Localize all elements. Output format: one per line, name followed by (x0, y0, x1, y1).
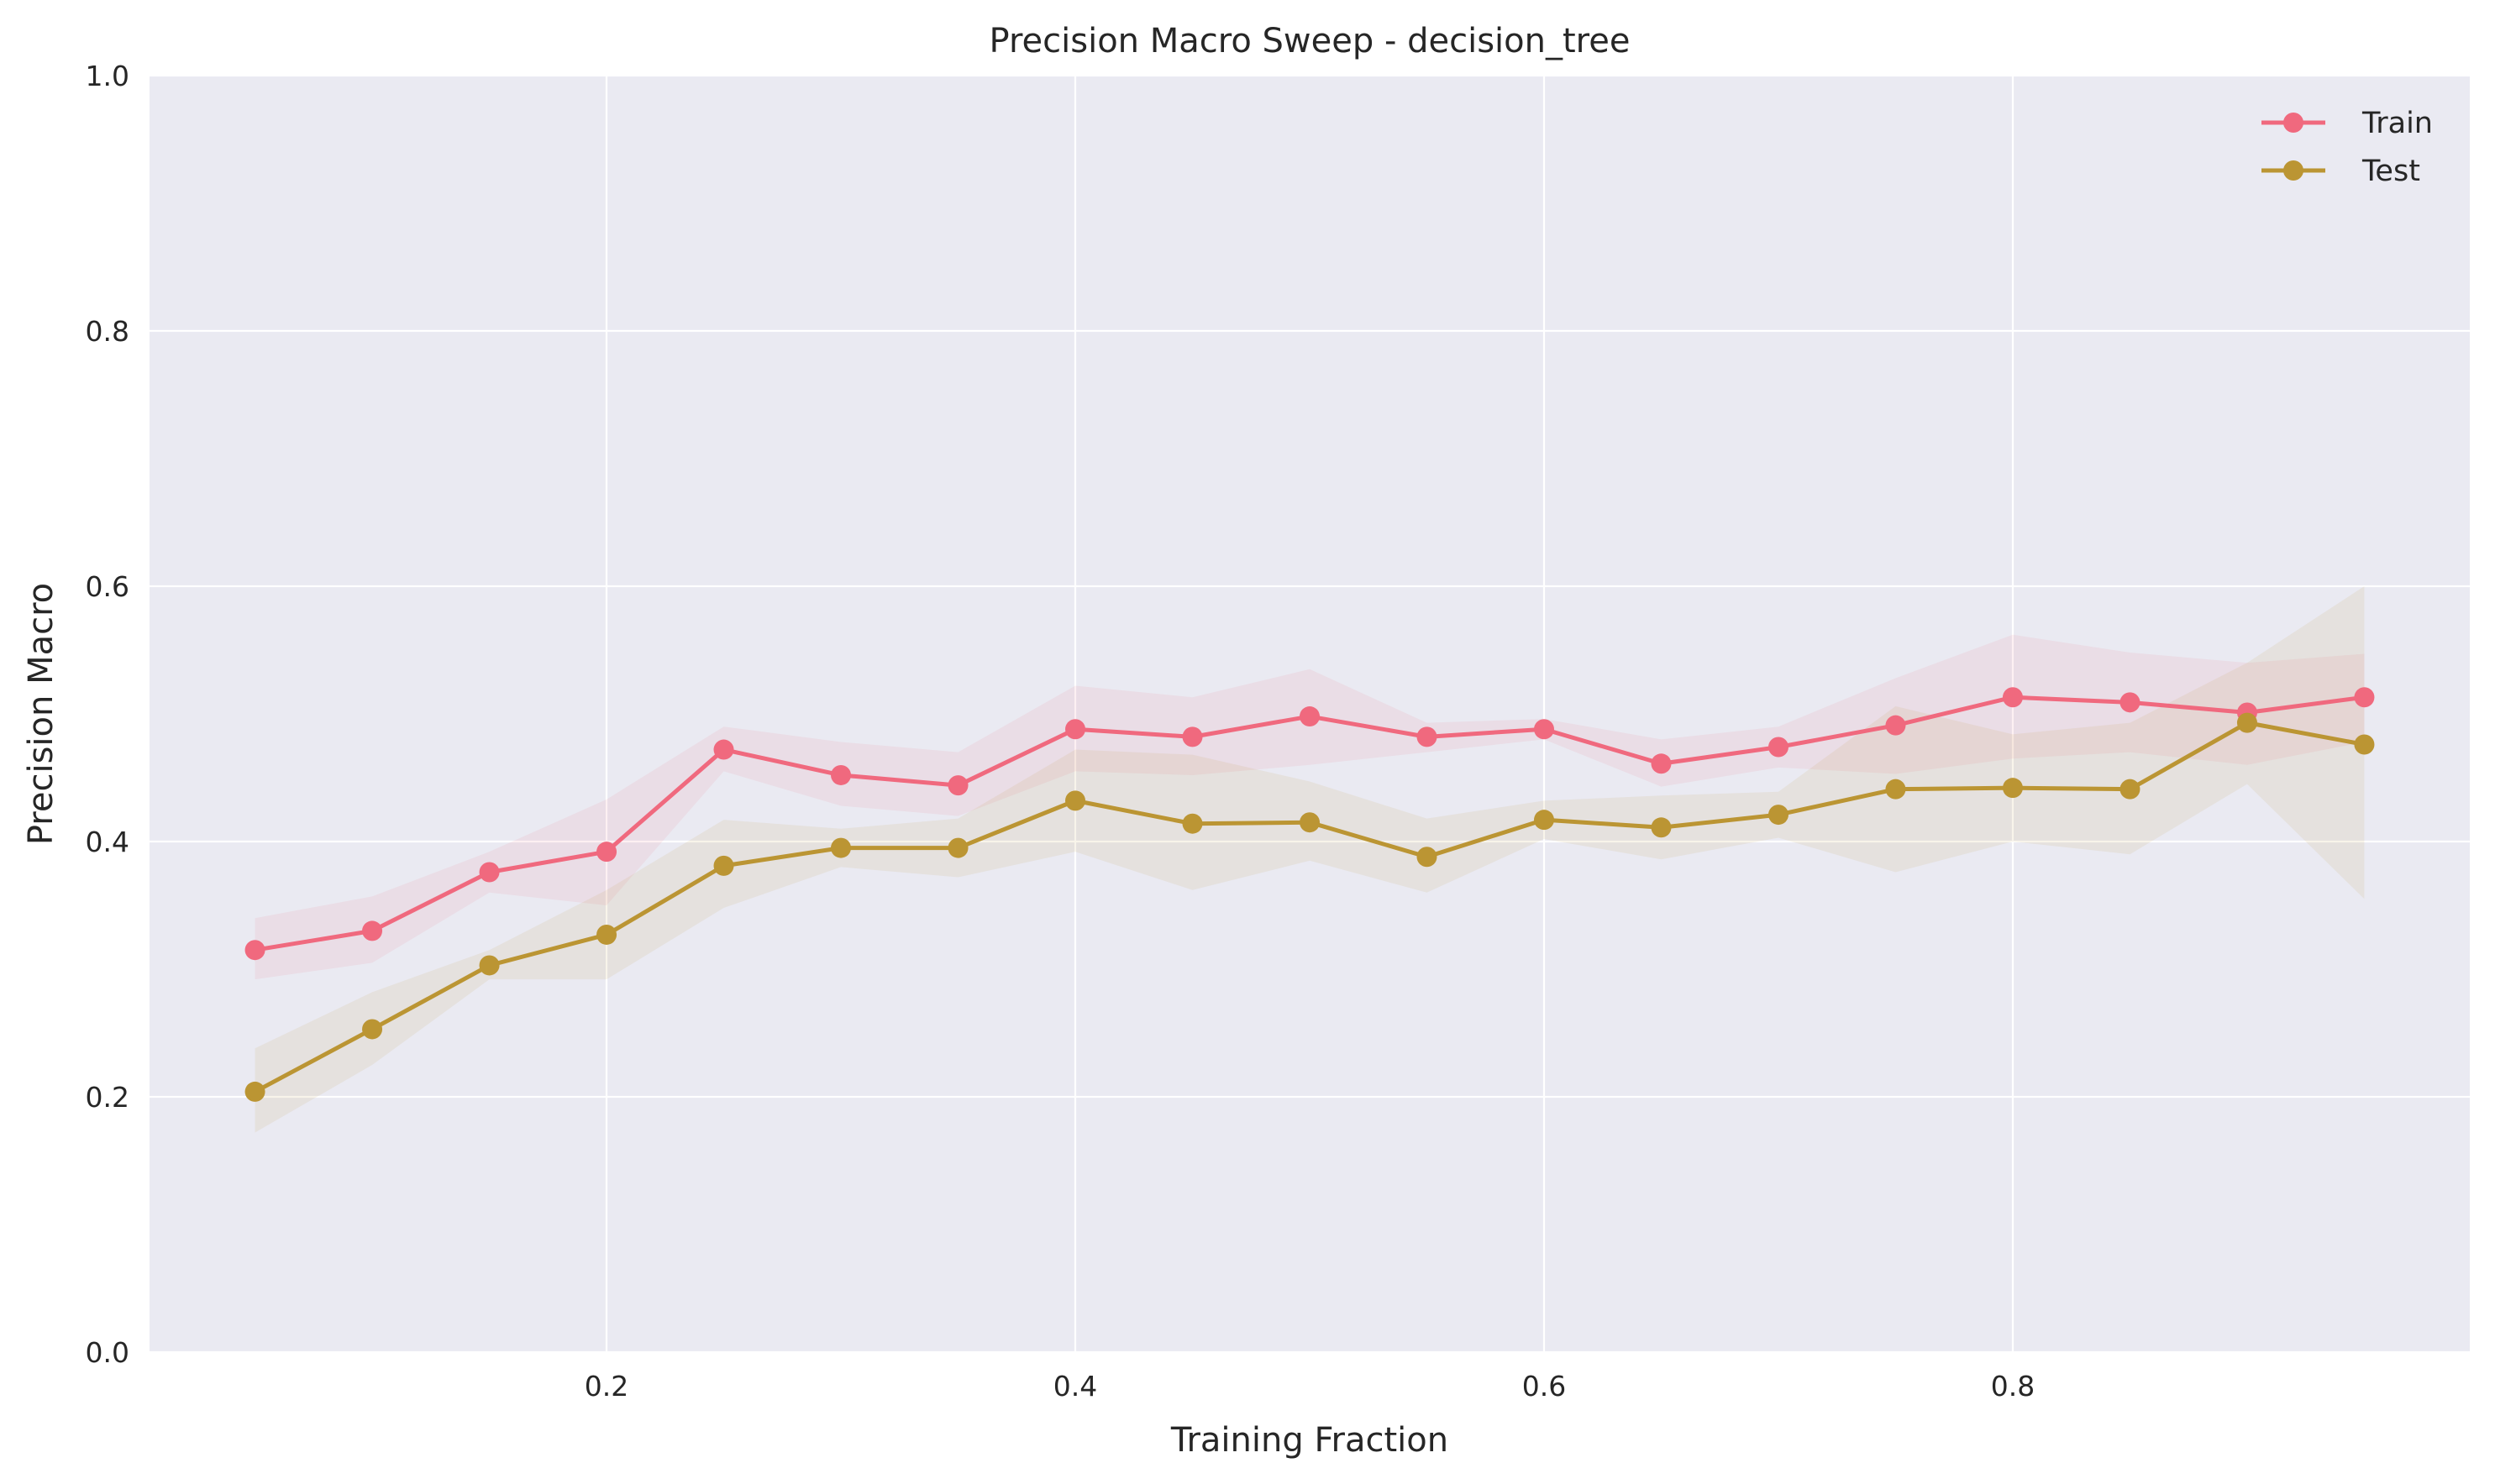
y-tick-label: 0.0 (86, 1336, 129, 1369)
point-train (479, 862, 500, 883)
point-train (1300, 706, 1320, 727)
x-axis-label: Training Fraction (1170, 1421, 1448, 1460)
x-tick-label: 0.8 (1991, 1370, 2035, 1403)
point-train (2002, 687, 2023, 708)
x-tick-label: 0.4 (1053, 1370, 1097, 1403)
grid-lines (150, 74, 2470, 1354)
point-test (831, 837, 852, 858)
legend-marker-train (2283, 113, 2303, 133)
point-test (948, 837, 969, 858)
x-tick-label: 0.6 (1522, 1370, 1566, 1403)
point-train (1065, 719, 1086, 740)
point-test (1768, 805, 1789, 826)
point-test (1182, 813, 1203, 834)
point-test (596, 924, 617, 945)
point-test (2119, 779, 2140, 800)
y-tick-label: 1.0 (86, 60, 129, 92)
point-train (948, 775, 969, 796)
y-tick-label: 0.2 (86, 1081, 129, 1114)
point-train (2119, 692, 2140, 713)
point-test (2002, 778, 2023, 799)
point-train (2354, 687, 2375, 708)
point-train (1768, 737, 1789, 758)
legend-label-test: Test (2361, 155, 2420, 188)
legend-marker-test (2283, 160, 2303, 181)
band-train (255, 634, 2365, 980)
series-points (244, 687, 2375, 1102)
point-test (1065, 790, 1086, 811)
point-train (1533, 719, 1554, 740)
point-test (2236, 712, 2257, 733)
point-test (713, 855, 734, 876)
point-test (2354, 734, 2375, 755)
point-train (1182, 726, 1203, 747)
confidence-bands (255, 586, 2365, 1133)
legend-item-train: Train (2261, 107, 2433, 140)
point-test (1300, 812, 1320, 833)
point-test (1651, 817, 1672, 838)
y-axis-label: Precision Macro (22, 583, 60, 845)
legend-label-train: Train (2361, 107, 2433, 140)
point-test (1416, 847, 1437, 868)
y-tick-label: 0.6 (86, 570, 129, 603)
legend: Train Test (2261, 107, 2433, 188)
point-test (1885, 779, 1906, 800)
band-test (255, 586, 2365, 1133)
point-train (1416, 726, 1437, 747)
point-train (831, 764, 852, 785)
point-train (1651, 753, 1672, 774)
point-test (244, 1081, 265, 1102)
point-test (479, 955, 500, 976)
point-train (244, 940, 265, 961)
point-train (362, 920, 383, 941)
point-test (362, 1019, 383, 1040)
point-train (1885, 715, 1906, 736)
point-test (1533, 810, 1554, 831)
legend-item-test: Test (2261, 155, 2420, 188)
y-tick-label: 0.4 (86, 826, 129, 858)
x-tick-label: 0.2 (585, 1370, 628, 1403)
point-train (713, 739, 734, 760)
tick-labels: 0.0 0.2 0.4 0.6 0.8 1.0 0.2 0.4 0.6 0.8 (86, 60, 2035, 1403)
chart-title: Precision Macro Sweep - decision_tree (990, 22, 1631, 60)
y-tick-label: 0.8 (86, 315, 129, 348)
point-train (596, 842, 617, 863)
